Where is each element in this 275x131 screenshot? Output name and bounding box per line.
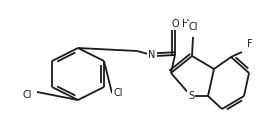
Text: F: F bbox=[247, 39, 253, 49]
Text: O: O bbox=[171, 19, 179, 29]
Text: Cl: Cl bbox=[22, 90, 32, 100]
Text: S: S bbox=[188, 91, 194, 101]
Text: N: N bbox=[148, 50, 156, 60]
Text: Cl: Cl bbox=[188, 22, 198, 32]
Text: Cl: Cl bbox=[113, 88, 123, 98]
Text: H: H bbox=[182, 19, 190, 29]
